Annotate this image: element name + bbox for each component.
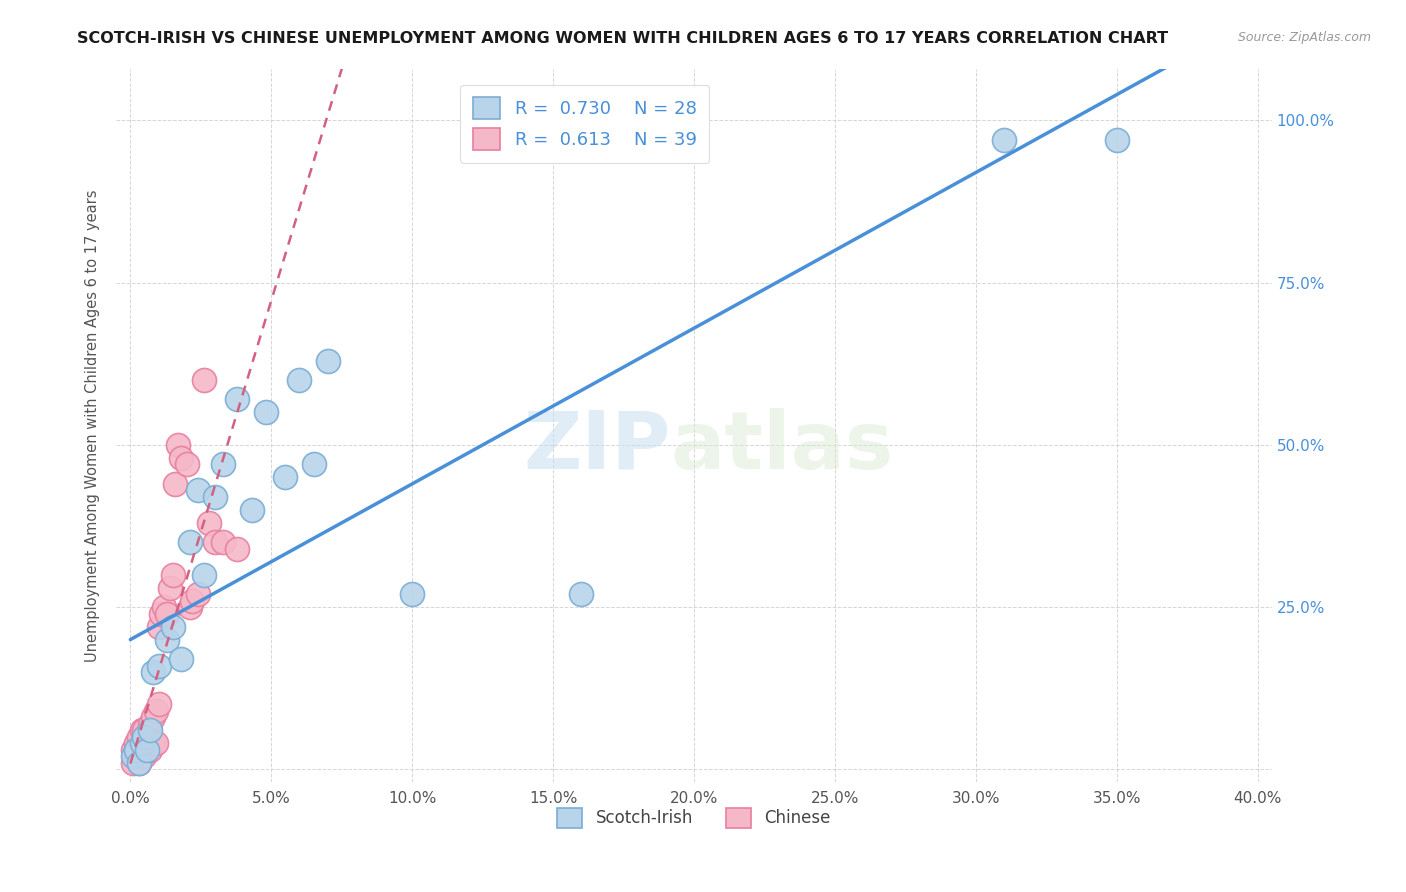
Point	[167, 438, 190, 452]
Point	[212, 535, 235, 549]
Point	[181, 593, 204, 607]
Point	[165, 476, 187, 491]
Point	[148, 698, 170, 712]
Point	[139, 743, 162, 757]
Point	[128, 756, 150, 770]
Point	[170, 450, 193, 465]
Point	[136, 743, 159, 757]
Point	[193, 373, 215, 387]
Point	[226, 541, 249, 556]
Point	[148, 658, 170, 673]
Point	[159, 581, 181, 595]
Point	[122, 749, 145, 764]
Point	[128, 743, 150, 757]
Point	[162, 567, 184, 582]
Point	[176, 458, 198, 472]
Point	[204, 490, 226, 504]
Point	[134, 723, 156, 738]
Point	[288, 373, 311, 387]
Point	[204, 535, 226, 549]
Point	[125, 743, 148, 757]
Point	[179, 535, 201, 549]
Point	[316, 353, 339, 368]
Text: Source: ZipAtlas.com: Source: ZipAtlas.com	[1237, 31, 1371, 45]
Point	[153, 600, 176, 615]
Point	[142, 665, 165, 679]
Point	[179, 600, 201, 615]
Point	[125, 736, 148, 750]
Point	[162, 619, 184, 633]
Point	[139, 717, 162, 731]
Text: ZIP: ZIP	[523, 408, 671, 486]
Point	[142, 710, 165, 724]
Text: atlas: atlas	[671, 408, 894, 486]
Point	[150, 607, 173, 621]
Point	[193, 567, 215, 582]
Legend: Scotch-Irish, Chinese: Scotch-Irish, Chinese	[551, 801, 838, 835]
Point	[134, 749, 156, 764]
Point	[131, 736, 153, 750]
Text: SCOTCH-IRISH VS CHINESE UNEMPLOYMENT AMONG WOMEN WITH CHILDREN AGES 6 TO 17 YEAR: SCOTCH-IRISH VS CHINESE UNEMPLOYMENT AMO…	[77, 31, 1168, 46]
Point	[122, 756, 145, 770]
Point	[1105, 133, 1128, 147]
Point	[170, 652, 193, 666]
Y-axis label: Unemployment Among Women with Children Ages 6 to 17 years: Unemployment Among Women with Children A…	[86, 189, 100, 662]
Point	[156, 632, 179, 647]
Point	[134, 736, 156, 750]
Point	[274, 470, 297, 484]
Point	[136, 730, 159, 744]
Point	[302, 458, 325, 472]
Point	[131, 723, 153, 738]
Point	[187, 483, 209, 498]
Point	[254, 405, 277, 419]
Point	[139, 723, 162, 738]
Point	[125, 749, 148, 764]
Point	[136, 743, 159, 757]
Point	[142, 736, 165, 750]
Point	[212, 458, 235, 472]
Point	[128, 756, 150, 770]
Point	[569, 587, 592, 601]
Point	[131, 749, 153, 764]
Point	[240, 503, 263, 517]
Point	[156, 607, 179, 621]
Point	[145, 704, 167, 718]
Point	[128, 730, 150, 744]
Point	[134, 730, 156, 744]
Point	[122, 743, 145, 757]
Point	[187, 587, 209, 601]
Point	[226, 392, 249, 407]
Point	[145, 736, 167, 750]
Point	[148, 619, 170, 633]
Point	[198, 516, 221, 530]
Point	[401, 587, 423, 601]
Point	[993, 133, 1015, 147]
